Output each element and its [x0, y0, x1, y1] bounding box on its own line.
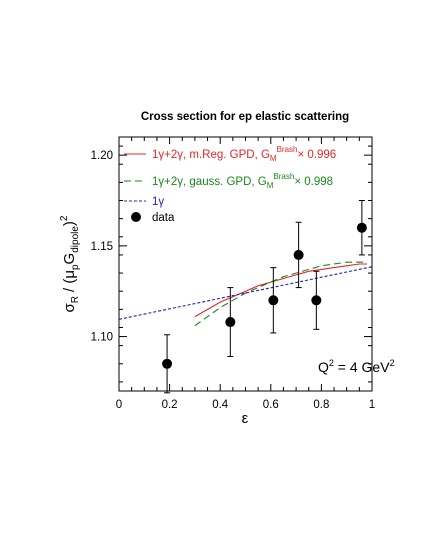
y-label-g-sub: dipole: [70, 226, 81, 253]
legend-label: data: [152, 212, 175, 224]
data-point: [225, 317, 236, 328]
chart-title: Cross section for ep elastic scattering: [141, 111, 349, 123]
y-label-sigma: σ: [61, 302, 78, 312]
series-lines: [118, 261, 373, 327]
x-tick-label: 0.4: [212, 399, 229, 411]
y-axis-label: σR / (μpGdipole)2: [59, 215, 81, 312]
data-points: [162, 200, 367, 394]
data-point: [293, 249, 304, 260]
x-axis-label: ε: [242, 410, 249, 427]
q2-annotation: Q2 = 4 GeV2: [318, 358, 395, 375]
y-label-slash: / (μ: [61, 270, 78, 292]
data-point: [356, 222, 367, 233]
x-tick-label: 0.6: [263, 399, 279, 411]
legend: 1γ+2γ, m.Reg. GPD, GMBrash× 0.996 1γ+2γ, …: [124, 145, 336, 224]
q2-annotation-main: Q: [318, 359, 329, 375]
q2-annotation-sup2: 2: [390, 358, 395, 368]
y-tick-label: 1.10: [91, 332, 113, 344]
y-label-power: 2: [59, 215, 70, 221]
y-label-close: ): [61, 221, 78, 226]
data-point: [268, 295, 279, 306]
x-tick-label: 0.2: [162, 399, 178, 411]
q2-annotation-mid: = 4 GeV: [334, 359, 390, 375]
y-axis: 1.10 1.15 1.20: [91, 145, 372, 383]
y-tick-label: 1.20: [91, 150, 113, 162]
legend-label: 1γ+2γ, gauss. GPD, GMBrash× 0.998: [152, 172, 333, 190]
series-1gamma-line: [118, 266, 373, 320]
series-mreg-gpd-line: [194, 263, 367, 318]
q2-annotation-sup: 2: [329, 358, 334, 368]
y-label-mu-sub: p: [70, 264, 81, 270]
data-point: [311, 295, 322, 306]
y-tick-label: 1.15: [91, 241, 113, 253]
legend-label: 1γ: [152, 196, 164, 208]
x-axis: 0 0.2 0.4 0.6 0.8 1: [116, 137, 375, 411]
x-tick-label: 1: [369, 399, 375, 411]
data-point: [162, 358, 173, 369]
y-label-g: G: [61, 253, 78, 265]
x-tick-label: 0.8: [313, 399, 329, 411]
legend-marker: [131, 212, 141, 222]
series-gauss-gpd-line: [194, 261, 367, 327]
y-label-sigma-sub: R: [70, 296, 81, 303]
legend-label: 1γ+2γ, m.Reg. GPD, GMBrash× 0.996: [152, 145, 336, 163]
x-tick-label: 0: [116, 399, 122, 411]
